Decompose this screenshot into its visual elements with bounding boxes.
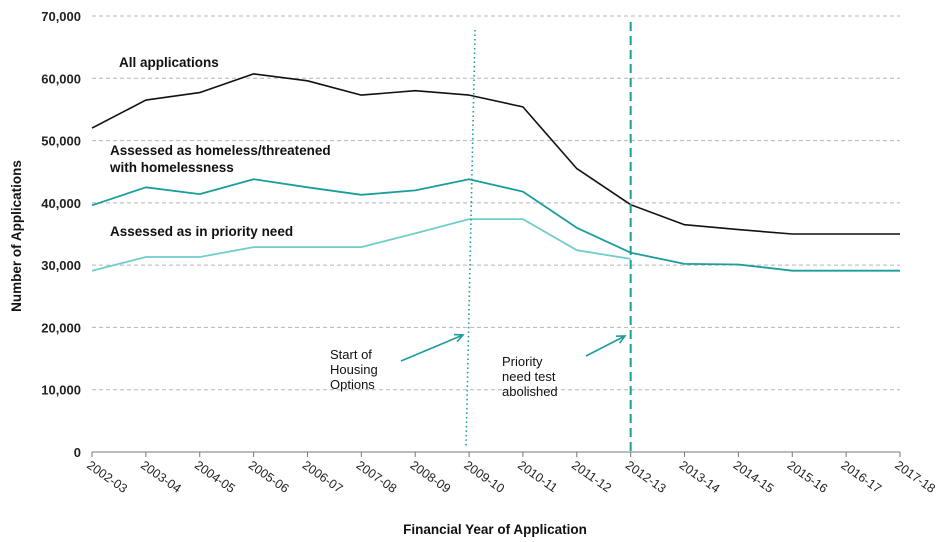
x-tick-label: 2011-12 <box>569 458 614 495</box>
x-tick-label: 2002-03 <box>84 458 130 496</box>
y-axis-title: Number of Applications <box>9 160 24 312</box>
y-tick-label: 0 <box>74 445 81 460</box>
y-tick-label: 50,000 <box>41 134 81 149</box>
series-lines <box>91 73 900 272</box>
annotation-text-0: Start of Housing Options <box>330 347 378 392</box>
x-axis-ticks: 2002-03 2003-04 2004-05 2005-06 2006-07 2007-… <box>84 452 938 496</box>
gridlines <box>92 15 900 391</box>
x-tick-label: 2003-04 <box>138 458 184 496</box>
y-tick-label: 70,000 <box>41 9 81 24</box>
reference-line-0 <box>465 29 476 447</box>
annotations: Start of Housing Options Priority need test a… <box>330 22 632 452</box>
x-tick-label: 2009-10 <box>461 458 507 496</box>
series-line-2 <box>91 218 631 272</box>
y-tick-label: 10,000 <box>41 383 81 398</box>
x-tick-label: 2008-09 <box>407 458 453 496</box>
series-label-0: All applications <box>119 55 219 70</box>
x-tick-label: 2017-18 <box>892 458 938 496</box>
series-labels: All applications Assessed as homeless/thr… <box>109 55 331 239</box>
annotation-arrow-1 <box>585 335 626 357</box>
x-tick-label: 2013-14 <box>677 458 723 496</box>
y-tick-label: 40,000 <box>41 196 81 211</box>
series-line-1 <box>91 178 900 272</box>
annotation-arrowhead-0 <box>453 333 465 343</box>
annotation-arrow-0 <box>400 334 464 362</box>
y-axis-ticks: 0 10,000 20,000 30,000 40,000 50,000 60,000 70,… <box>41 9 81 460</box>
series-line-0 <box>91 73 900 235</box>
x-tick-label: 2005-06 <box>246 458 292 496</box>
x-tick-label: 2007-08 <box>354 458 400 496</box>
x-tick-label: 2004-05 <box>192 458 238 496</box>
annotation-text-1: Priority need test abolished <box>502 354 558 399</box>
x-tick-label: 2014-15 <box>731 458 777 496</box>
annotation-arrowhead-1 <box>615 335 627 344</box>
x-tick-label: 2010-11 <box>515 458 560 495</box>
y-tick-label: 30,000 <box>41 258 81 273</box>
x-tick-label: 2006-07 <box>300 458 346 496</box>
series-label-1: Assessed as homeless/threatened with home… <box>109 143 331 175</box>
series-label-2: Assessed as in priority need <box>110 224 293 239</box>
y-tick-label: 20,000 <box>41 320 81 335</box>
x-tick-label: 2015-16 <box>785 458 831 496</box>
y-tick-label: 60,000 <box>41 71 81 86</box>
x-axis-title: Financial Year of Application <box>403 522 587 537</box>
x-tick-label: 2016-17 <box>838 458 884 496</box>
x-tick-label: 2012-13 <box>623 458 669 496</box>
